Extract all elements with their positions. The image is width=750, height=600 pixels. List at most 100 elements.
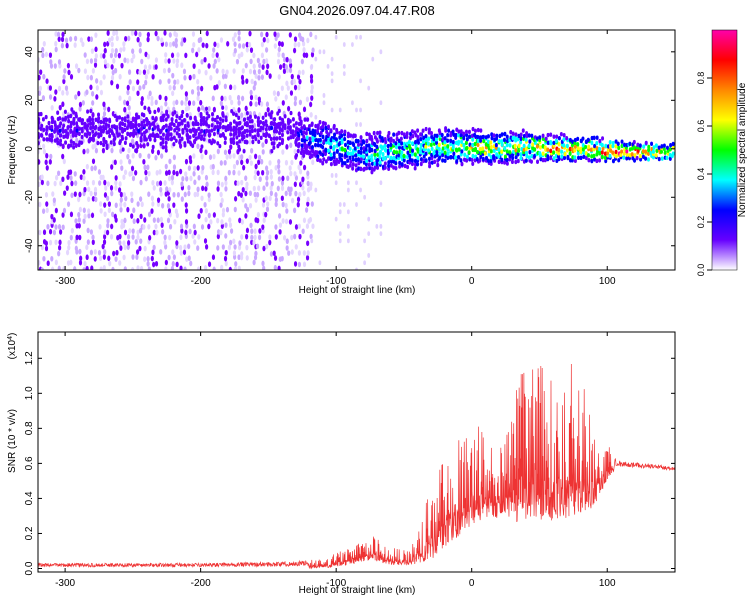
ridge-cell [154, 133, 158, 138]
noise-cell [58, 239, 62, 246]
noise-cell [126, 206, 130, 213]
noise-cell [229, 84, 233, 91]
noise-cell [346, 238, 350, 244]
ridge-cell [242, 148, 246, 154]
ridge-cell [411, 134, 415, 139]
noise-cell [168, 41, 173, 48]
ridge-cell [45, 125, 49, 130]
noise-cell [207, 63, 211, 69]
ridge-cell [392, 165, 396, 170]
noise-cell [266, 201, 270, 207]
noise-cell [280, 41, 284, 48]
ridge-cell [364, 147, 368, 152]
noise-cell [184, 52, 188, 59]
ridge-cell [546, 140, 550, 146]
ridge-cell [413, 130, 417, 135]
ridge-cell [86, 109, 90, 114]
ridge-cell [200, 134, 204, 139]
noise-cell [44, 245, 49, 252]
noise-cell [173, 218, 177, 225]
ridge-cell [430, 160, 434, 165]
ridge-cell [97, 132, 101, 137]
noise-cell [240, 179, 244, 186]
ridge-cell [91, 121, 95, 126]
noise-cell [173, 79, 177, 86]
noise-cell [258, 62, 262, 69]
noise-cell [91, 179, 96, 186]
ridge-cell [104, 122, 108, 127]
ridge-cell [465, 132, 469, 138]
ridge-cell [359, 156, 363, 161]
noise-cell [269, 185, 273, 191]
ridge-cell [310, 153, 314, 158]
noise-cell [180, 228, 184, 234]
ridge-cell [140, 132, 144, 137]
noise-cell [151, 201, 155, 207]
ridge-cell [316, 157, 320, 162]
noise-cell [193, 165, 197, 172]
noise-cell [69, 259, 73, 266]
noise-cell [42, 229, 47, 236]
noise-cell [106, 218, 110, 224]
ridge-cell [313, 129, 317, 134]
noise-cell [224, 249, 228, 256]
noise-cell [233, 47, 237, 54]
ridge-cell [614, 149, 618, 155]
ridge-cell [459, 132, 463, 138]
noise-cell [227, 244, 232, 251]
ridge-cell [83, 121, 87, 127]
noise-cell [113, 159, 117, 166]
noise-cell [146, 53, 151, 60]
ridge-cell [457, 147, 461, 152]
noise-cell [305, 254, 310, 261]
ridge-cell [213, 124, 217, 130]
noise-cell [204, 216, 208, 223]
noise-cell [138, 41, 142, 48]
ridge-cell [614, 139, 618, 144]
noise-cell [306, 170, 310, 177]
ridge-cell [419, 157, 423, 162]
noise-cell [209, 219, 213, 225]
ridge-cell [379, 149, 383, 155]
noise-cell [237, 265, 241, 270]
noise-cell [159, 105, 164, 111]
noise-cell [257, 154, 262, 161]
noise-cell [367, 231, 371, 237]
ridge-cell [73, 129, 77, 134]
noise-cell [65, 185, 69, 191]
noise-cell [281, 175, 285, 182]
noise-cell [293, 233, 297, 240]
ridge-cell [205, 106, 209, 112]
ridge-cell [219, 133, 223, 138]
noise-cell [148, 235, 152, 241]
noise-cell [248, 202, 253, 209]
noise-cell [234, 261, 238, 267]
noise-cell [167, 78, 171, 84]
noise-cell [159, 186, 163, 193]
noise-cell [83, 52, 87, 58]
noise-cell [163, 30, 167, 36]
ridge-cell [251, 135, 255, 140]
noise-cell [138, 85, 142, 91]
colorbar-tick-label: 0.4 [696, 168, 706, 181]
noise-cell [221, 68, 225, 75]
noise-cell [48, 85, 53, 91]
noise-cell [117, 187, 122, 193]
noise-cell [223, 83, 227, 90]
x-tick-label: -200 [191, 276, 211, 287]
ridge-cell [134, 131, 138, 136]
noise-cell [131, 138, 135, 145]
noise-cell [138, 152, 142, 159]
noise-cell [232, 68, 236, 74]
ridge-cell [370, 166, 374, 171]
ridge-cell [238, 130, 242, 135]
noise-cell [40, 267, 44, 270]
ridge-cell [449, 138, 453, 144]
noise-cell [302, 52, 306, 58]
ridge-cell [435, 149, 439, 155]
noise-cell [211, 163, 215, 170]
ridge-cell [503, 160, 507, 165]
ridge-cell [525, 131, 529, 136]
ridge-cell [582, 154, 586, 160]
noise-cell [45, 207, 49, 214]
